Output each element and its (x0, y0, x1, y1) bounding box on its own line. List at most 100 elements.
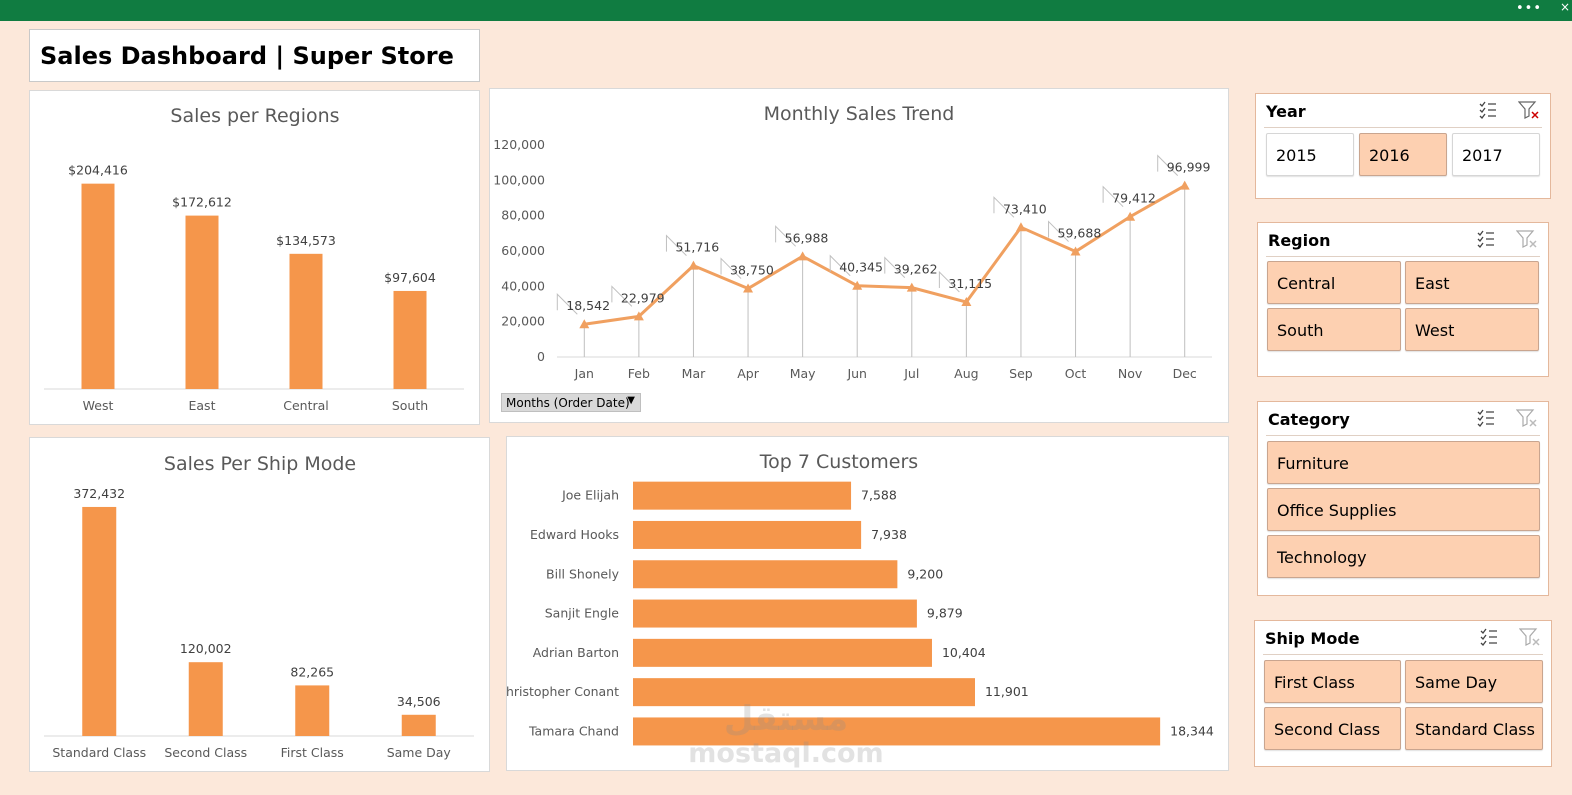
regions-chart-panel[interactable]: Sales per Regions $204,416 West $172,612 Ea… (29, 90, 480, 425)
leader-line (556, 293, 578, 315)
y-tick-label: 120,000 (493, 137, 545, 152)
data-point (579, 319, 590, 329)
data-label: $204,416 (68, 163, 128, 178)
slicer-item-label: South (1277, 321, 1324, 340)
slicer-item-2016[interactable]: 2016 (1359, 133, 1447, 176)
slicer-item-label: 2015 (1276, 146, 1317, 165)
bar (185, 215, 219, 389)
data-point (688, 260, 699, 270)
leader-line (884, 256, 906, 278)
category-label: Adrian Barton (533, 645, 619, 660)
app-header-bar: ••• × (0, 0, 1572, 21)
bar (633, 481, 852, 510)
category-label: Edward Hooks (530, 527, 619, 542)
data-label: 7,938 (871, 527, 907, 542)
slicer-item-label: Furniture (1277, 454, 1349, 473)
category-label: Sanjit Engle (545, 606, 620, 621)
data-label: $172,612 (172, 195, 232, 210)
multi-select-icon[interactable] (1478, 100, 1498, 120)
clear-filter-icon[interactable] (1519, 627, 1541, 647)
data-label: 38,750 (730, 263, 774, 278)
slicer-item-office-supplies[interactable]: Office Supplies (1267, 488, 1540, 531)
slicer-item-label: Same Day (1415, 673, 1498, 692)
multi-select-icon[interactable] (1476, 229, 1496, 249)
data-label: 9,200 (907, 566, 943, 581)
leader-line (611, 285, 633, 307)
slicer-header: Year (1264, 94, 1542, 128)
data-label: 82,265 (290, 664, 334, 679)
data-label: 9,879 (927, 606, 963, 621)
data-point (1070, 246, 1081, 256)
customers-chart-panel[interactable]: Top 7 Customers 7,588 Joe Elijah 7,938 Edwa… (506, 436, 1229, 771)
shipmode-chart-panel[interactable]: Sales Per Ship Mode 372,432 Standard Clas… (29, 437, 490, 772)
slicer-item-west[interactable]: West (1405, 308, 1539, 351)
data-label: $134,573 (276, 233, 336, 248)
data-point (1125, 211, 1136, 221)
data-label: 73,410 (1003, 201, 1047, 216)
multi-select-icon[interactable] (1479, 627, 1499, 647)
clear-filter-icon[interactable] (1516, 229, 1538, 249)
bar (633, 717, 1161, 746)
slicer-item-central[interactable]: Central (1267, 261, 1401, 304)
data-label: 18,344 (1170, 723, 1214, 738)
leader-line (993, 196, 1015, 218)
slicer-item-label: Technology (1277, 548, 1367, 567)
slicer-item-label: Standard Class (1415, 720, 1535, 739)
clear-filter-icon[interactable] (1516, 408, 1538, 428)
y-tick-label: 20,000 (501, 314, 545, 329)
monthly-chart-panel[interactable]: Monthly Sales Trend 0 20,000 40,000 60,000 8… (489, 88, 1229, 423)
region-slicer: Region Central East South West (1257, 222, 1549, 377)
data-label: 18,542 (566, 298, 610, 313)
y-tick-label: 40,000 (501, 278, 545, 293)
dashboard-title: Sales Dashboard | Super Store (40, 42, 454, 70)
series-line (584, 184, 1186, 326)
dashboard-title-box: Sales Dashboard | Super Store (29, 29, 480, 82)
bar (81, 183, 115, 389)
data-label: 11,901 (985, 684, 1029, 699)
slicer-header: Ship Mode (1263, 621, 1543, 655)
bar (633, 638, 932, 667)
months-field-dropdown[interactable]: Months (Order Date) ▼ (501, 393, 641, 412)
category-label: Joe Elijah (561, 488, 619, 503)
slicer-item-2015[interactable]: 2015 (1266, 133, 1354, 176)
data-label: 51,716 (675, 240, 719, 255)
category-label: Jan (574, 366, 594, 381)
slicer-item-first-class[interactable]: First Class (1264, 660, 1401, 703)
leader-line (775, 225, 796, 247)
slicer-title: Ship Mode (1265, 629, 1360, 648)
category-label: Same Day (387, 745, 452, 760)
slicer-item-east[interactable]: East (1405, 261, 1539, 304)
clear-filter-icon[interactable] (1518, 100, 1540, 120)
close-icon[interactable]: × (1559, 0, 1570, 14)
data-label: 10,404 (942, 645, 986, 660)
bar (295, 685, 330, 736)
data-label: 31,115 (948, 276, 992, 291)
data-label: 56,988 (785, 230, 829, 245)
category-label: Nov (1118, 366, 1143, 381)
slicer-item-standard-class[interactable]: Standard Class (1405, 707, 1543, 750)
slicer-item-south[interactable]: South (1267, 308, 1401, 351)
category-label: Bill Shonely (546, 566, 620, 581)
category-label: Sep (1009, 366, 1033, 381)
multi-select-icon[interactable] (1476, 408, 1496, 428)
slicer-item-label: 2017 (1462, 146, 1503, 165)
leader-line (1048, 220, 1069, 242)
slicer-item-2017[interactable]: 2017 (1452, 133, 1540, 176)
leader-line (1102, 185, 1124, 208)
slicer-item-same-day[interactable]: Same Day (1405, 660, 1543, 703)
slicer-item-furniture[interactable]: Furniture (1267, 441, 1540, 484)
slicer-item-second-class[interactable]: Second Class (1264, 707, 1401, 750)
y-tick-label: 60,000 (501, 243, 545, 258)
bar (393, 290, 427, 389)
slicer-header: Region (1266, 223, 1540, 257)
data-label: 79,412 (1112, 191, 1156, 206)
more-options-icon[interactable]: ••• (1515, 1, 1542, 16)
year-slicer: Year 2015 2016 2017 (1255, 93, 1551, 199)
bar (633, 599, 917, 628)
category-label: Jun (846, 366, 867, 381)
watermark: مستقل mostaql.com (686, 700, 886, 769)
slicer-item-technology[interactable]: Technology (1267, 535, 1540, 578)
shipmode-chart: Sales Per Ship Mode 372,432 Standard Clas… (44, 453, 474, 760)
regions-chart: Sales per Regions $204,416 West $172,612 Ea… (44, 105, 464, 413)
category-label: First Class (281, 745, 344, 760)
